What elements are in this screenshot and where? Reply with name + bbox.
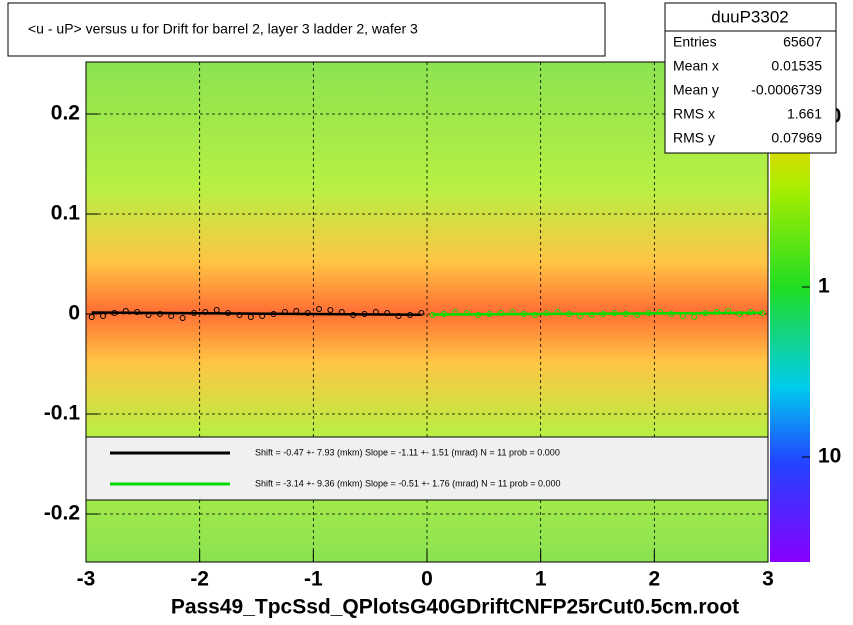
profile-point — [259, 313, 266, 319]
legend-label: Shift = -0.47 +- 7.93 (mkm) Slope = -1.1… — [255, 447, 560, 457]
stats-value: 65607 — [783, 34, 822, 50]
profile-point — [452, 309, 459, 315]
stats-key: Entries — [673, 34, 717, 50]
profile-point — [111, 310, 118, 316]
profile-point — [463, 310, 470, 316]
stats-key: RMS y — [673, 130, 715, 146]
profile-point — [475, 312, 482, 318]
profile-point — [645, 310, 652, 316]
y-tick-label: -0.1 — [44, 402, 81, 425]
profile-point — [236, 312, 243, 318]
profile-point — [247, 314, 254, 320]
stats-value: 1.661 — [787, 106, 822, 122]
profile-point — [531, 312, 538, 318]
profile-point — [725, 308, 732, 314]
y-tick-label: -0.2 — [44, 502, 80, 525]
profile-point — [679, 313, 686, 319]
profile-point — [588, 312, 595, 318]
stats-key: RMS x — [673, 106, 715, 122]
profile-point — [441, 311, 448, 317]
profile-point — [406, 312, 413, 318]
profile-point — [156, 311, 163, 317]
profile-point — [338, 309, 345, 315]
profile-point — [702, 310, 709, 316]
profile-point — [509, 309, 516, 315]
profile-point — [350, 312, 357, 318]
profile-point — [168, 313, 175, 319]
y-tick-label: 0 — [68, 302, 80, 325]
profile-point — [372, 309, 379, 315]
stats-key: Mean x — [673, 58, 719, 74]
profile-point — [327, 307, 334, 313]
stats-key: Mean y — [673, 82, 719, 98]
profile-point — [600, 311, 607, 317]
profile-point — [747, 309, 754, 315]
z-tick-label: 1 — [818, 275, 830, 298]
y-tick-label: 0.2 — [51, 102, 80, 125]
profile-point — [520, 311, 527, 317]
profile-point — [611, 310, 618, 316]
stats-title: duuP3302 — [711, 7, 789, 26]
x-tick-label: -2 — [190, 568, 209, 591]
profile-point — [566, 311, 573, 317]
stats-box — [664, 2, 837, 154]
profile-point — [429, 312, 436, 318]
y-tick-label: 0.1 — [51, 202, 81, 225]
profile-point — [634, 312, 641, 318]
z-tick-label: 10 — [818, 445, 841, 468]
profile-point — [668, 311, 675, 317]
profile-point — [100, 313, 107, 319]
x-tick-label: -1 — [304, 568, 323, 591]
stats-value: 0.01535 — [771, 58, 822, 74]
profile-point — [657, 309, 664, 315]
profile-point — [134, 309, 141, 315]
x-tick-label: 0 — [421, 568, 433, 591]
profile-point — [497, 310, 504, 316]
legend-label: Shift = -3.14 +- 9.36 (mkm) Slope = -0.5… — [255, 478, 561, 488]
stats-value: -0.0006739 — [751, 82, 822, 98]
profile-point — [281, 309, 288, 315]
profile-point — [145, 312, 152, 318]
profile-point — [316, 306, 323, 312]
profile-point — [759, 310, 766, 316]
profile-point — [713, 309, 720, 315]
profile-point — [304, 310, 311, 316]
profile-point — [179, 315, 186, 321]
profile-point — [202, 309, 209, 315]
profile-point — [190, 310, 197, 316]
chart-title: <u - uP> versus u for Drift for barrel 2… — [28, 21, 418, 37]
profile-point — [225, 310, 232, 316]
profile-point — [736, 311, 743, 317]
x-axis-label: Pass49_TpcSsd_QPlotsG40GDriftCNFP25rCut0… — [171, 596, 739, 619]
profile-point — [577, 313, 584, 319]
profile-point — [691, 314, 698, 320]
profile-point — [418, 310, 425, 316]
legend-box — [85, 436, 769, 501]
profile-point — [361, 311, 368, 317]
x-tick-label: 1 — [535, 568, 547, 591]
x-tick-label: 2 — [648, 568, 660, 591]
profile-point — [622, 311, 629, 317]
stats-value: 0.07969 — [771, 130, 822, 146]
x-tick-label: 3 — [762, 568, 774, 591]
profile-point — [270, 311, 277, 317]
profile-point — [554, 309, 561, 315]
fit-line — [432, 311, 763, 316]
profile-point — [384, 310, 391, 316]
profile-point — [213, 307, 220, 313]
profile-point — [486, 311, 493, 317]
x-tick-label: -3 — [77, 568, 96, 591]
title-box — [7, 2, 606, 57]
profile-point — [293, 308, 300, 314]
profile-point — [543, 310, 550, 316]
profile-point — [395, 313, 402, 319]
profile-point — [122, 308, 129, 314]
